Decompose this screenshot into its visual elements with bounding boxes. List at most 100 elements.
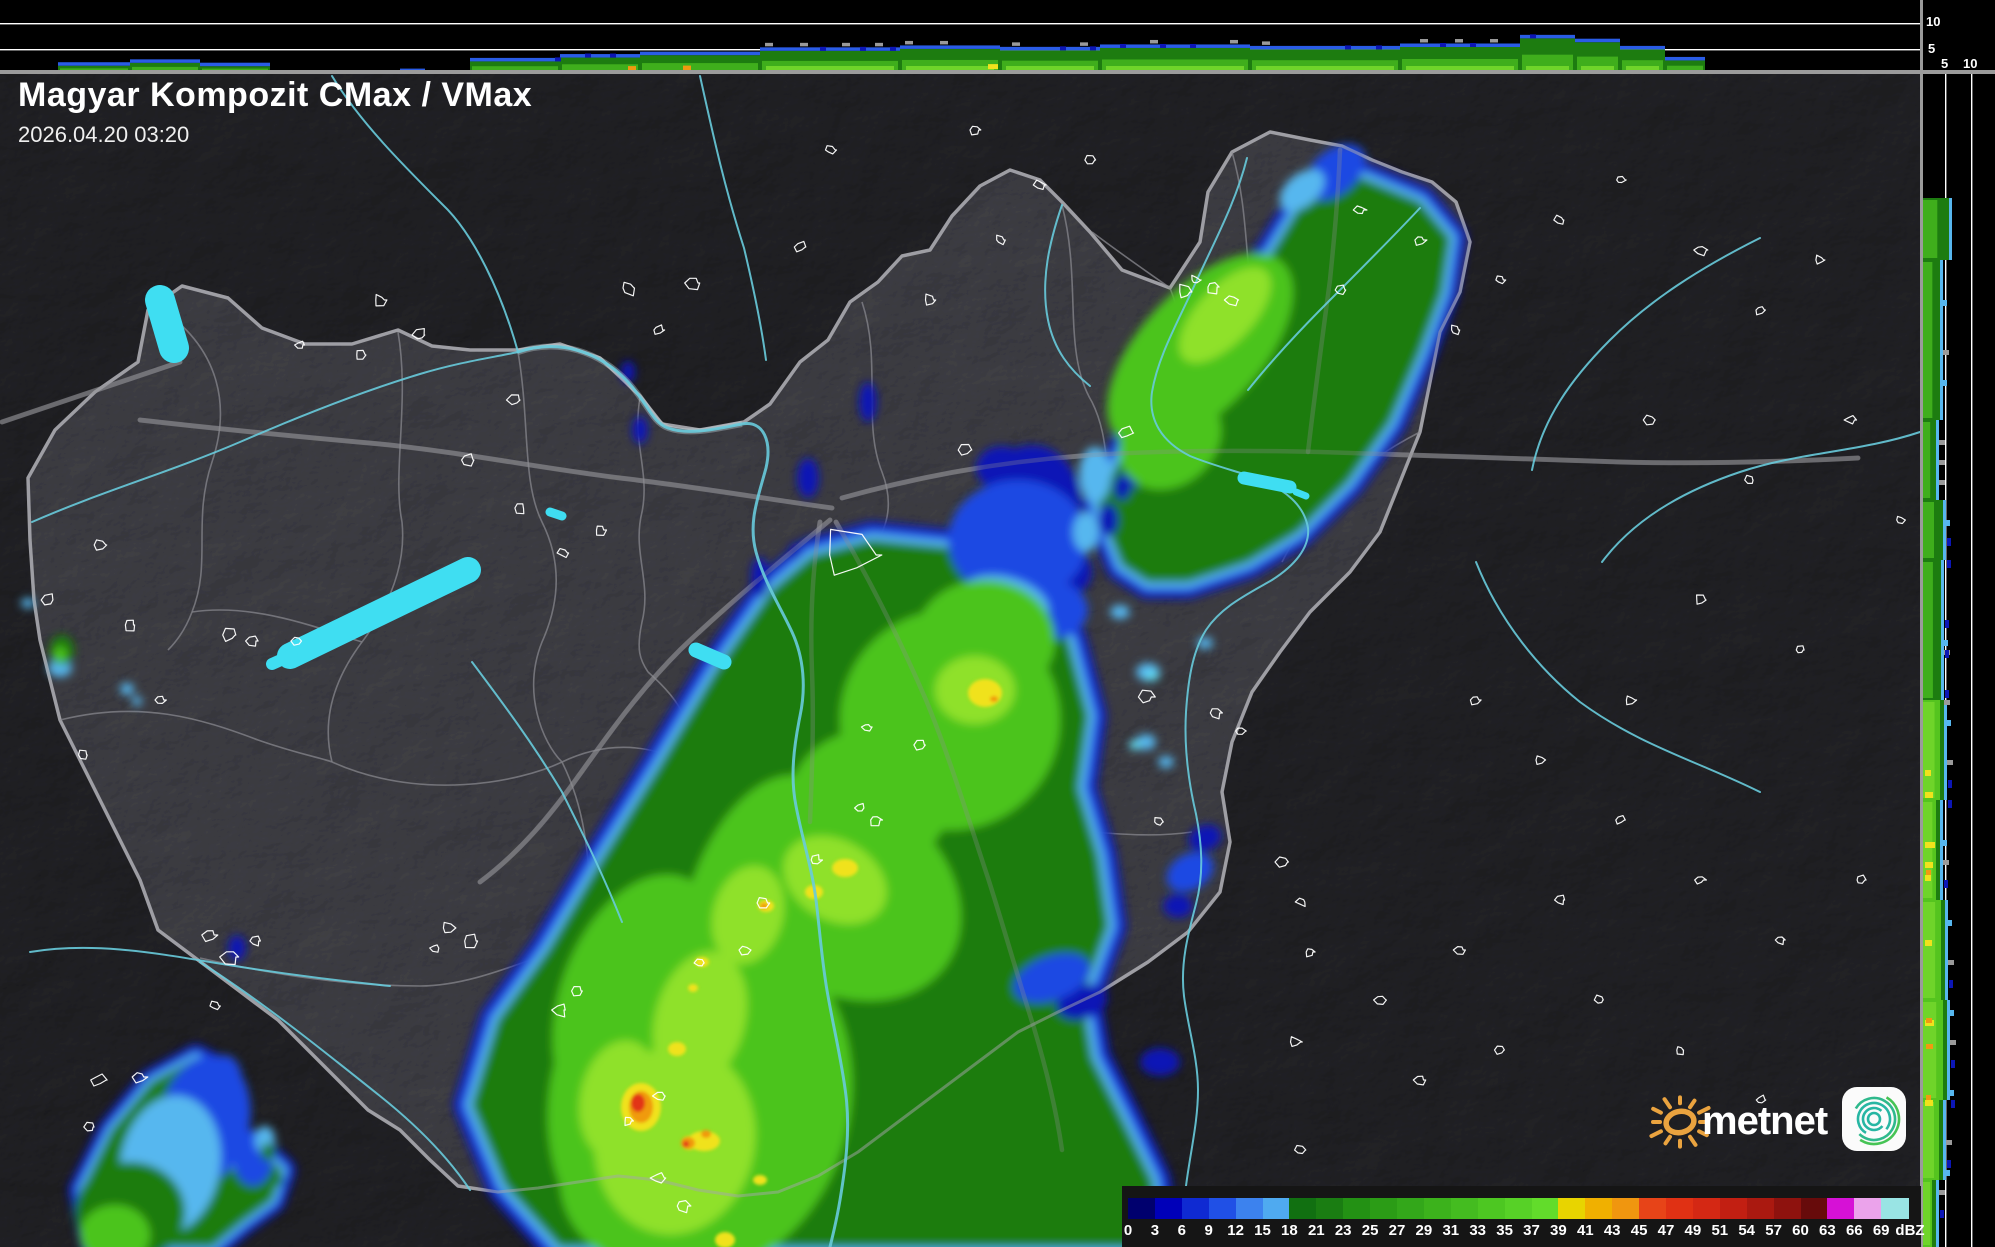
town-outline: [1896, 515, 1906, 525]
motorway-line: [137, 417, 835, 511]
town-outline: [1774, 936, 1786, 946]
town-outline: [1856, 874, 1867, 884]
colorbar-tick-label: 23: [1334, 1222, 1352, 1239]
metnet-app-icon: [1842, 1087, 1906, 1151]
metnet-logo[interactable]: metnet: [1640, 1082, 1920, 1157]
town-outline: [1554, 894, 1566, 906]
town-outline: [294, 340, 305, 349]
town-outline: [290, 636, 303, 646]
town-outline: [124, 619, 136, 632]
town-outline: [651, 1091, 666, 1101]
town-outline: [793, 240, 807, 253]
town-outline: [1235, 727, 1247, 735]
panel-divider-vertical: [1920, 0, 1923, 1247]
colorbar-cell: [1719, 1198, 1748, 1219]
panel-divider-horizontal: [0, 70, 1995, 74]
town-outline: [595, 525, 608, 536]
top-strip-10km-line: [0, 23, 1921, 25]
town-outline: [1209, 708, 1223, 720]
town-outline: [957, 443, 973, 456]
lake: [145, 285, 189, 363]
colorbar-cell: [1477, 1198, 1506, 1219]
town-outline: [131, 1072, 149, 1084]
town-outline: [1495, 275, 1507, 285]
timestamp: 2026.04.20 03:20: [18, 122, 190, 147]
right-axis-tick-10km: 10: [1963, 56, 1978, 71]
town-outline: [556, 548, 570, 559]
town-outline: [429, 944, 440, 953]
town-outline: [1553, 214, 1565, 225]
town-outline: [90, 1073, 108, 1087]
top-axis-tick-10km: 10: [1926, 14, 1941, 29]
county-line: [637, 397, 649, 673]
logo-text: metnet: [1702, 1099, 1828, 1143]
colorbar-tick-label: 29: [1415, 1222, 1433, 1239]
motorway-overlay: [477, 517, 833, 885]
county-line: [517, 351, 563, 763]
colorbar-tick-label: 15: [1254, 1222, 1271, 1239]
river-line: [1531, 237, 1761, 471]
town-outline: [649, 1172, 667, 1184]
river-line: [331, 75, 519, 353]
town-outline: [1642, 414, 1656, 426]
right-strip-10km-line: [1971, 73, 1973, 1247]
river-line: [471, 661, 623, 923]
town-outline: [1469, 696, 1482, 706]
town-outline: [624, 1116, 634, 1127]
colorbar-tick-label: 60: [1792, 1222, 1809, 1239]
river-line: [1601, 431, 1921, 563]
town-outline: [824, 145, 838, 155]
town-outline: [1032, 179, 1047, 190]
motorway-overlay: [0, 359, 183, 425]
town-outline: [1593, 994, 1604, 1004]
town-outline: [83, 1121, 95, 1132]
town-outline: [78, 749, 88, 760]
colorbar-cell: [1154, 1198, 1183, 1219]
town-outline: [1676, 1046, 1685, 1056]
county-line: [149, 301, 222, 651]
motorway-overlay: [833, 519, 1065, 1153]
town-outline: [219, 951, 240, 966]
town-outline: [249, 935, 261, 947]
colorbar-tick-label: 49: [1684, 1222, 1702, 1239]
colorbar-cell: [1504, 1198, 1532, 1219]
motorway-overlay: [1305, 147, 1343, 455]
colorbar-cell: [1235, 1198, 1263, 1219]
river-line: [1150, 157, 1310, 1247]
colorbar-tick-label: 9: [1204, 1222, 1213, 1239]
town-outline: [1694, 876, 1707, 885]
town-outline: [209, 1000, 221, 1011]
colorbar-cell: [1316, 1198, 1344, 1219]
colorbar-cell: [1397, 1198, 1425, 1219]
colorbar-tick-label: 43: [1603, 1222, 1621, 1239]
colorbar-tick-label: 41: [1576, 1222, 1594, 1239]
colorbar-cell: [1181, 1198, 1210, 1219]
town-outline: [1815, 254, 1826, 265]
colorbar-cell: [1827, 1198, 1855, 1219]
river-line: [29, 946, 391, 987]
colorbar-tick-label: 33: [1469, 1222, 1487, 1239]
colorbar-cell: [1746, 1198, 1775, 1219]
lake: [1292, 488, 1310, 500]
colorbar-cell: [1854, 1198, 1882, 1219]
radar-core-spots: [621, 679, 1002, 1247]
town-outline: [464, 933, 479, 949]
town-outline: [1744, 474, 1754, 484]
lake: [688, 642, 732, 670]
river-line: [31, 351, 519, 523]
colorbar-tick-label: 54: [1738, 1222, 1756, 1239]
colorbar-cell: [1585, 1198, 1613, 1219]
town-outline: [1452, 946, 1466, 955]
town-outline: [551, 1003, 566, 1018]
town-outline: [622, 281, 636, 297]
town-outline: [461, 453, 475, 467]
town-outline: [860, 724, 873, 732]
lake: [266, 649, 298, 670]
right-axis-tick-5km: 5: [1941, 56, 1949, 71]
town-outline: [1615, 815, 1626, 825]
lake: [1237, 471, 1297, 494]
colorbar-tick-label: 25: [1361, 1222, 1379, 1239]
town-outline: [1223, 295, 1240, 307]
town-outline: [684, 277, 701, 291]
